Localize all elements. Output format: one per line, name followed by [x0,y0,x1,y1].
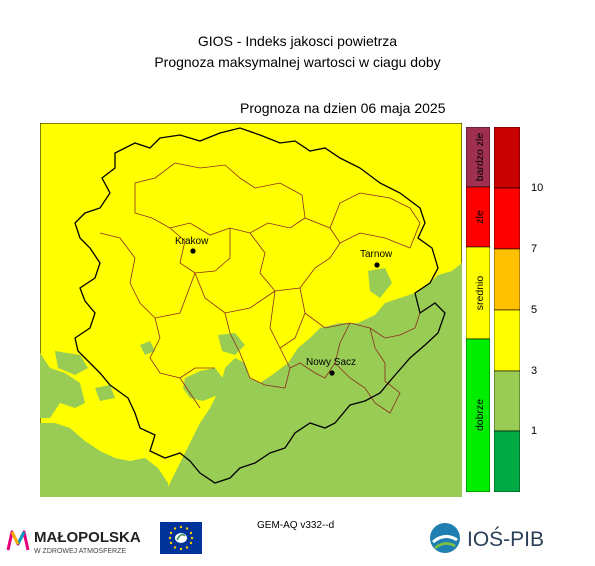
category-label-zle: zle [474,210,486,224]
good-zone-small [140,341,155,355]
chart-subtitle: Prognoza maksymalnej wartosci w ciagu do… [154,54,441,70]
ios-pib-logo: IOŚ-PIB [430,523,544,553]
chart-title: GIOS - Indeks jakosci powietrza [197,33,398,49]
good-zone-west [40,353,85,418]
model-version: GEM-AQ v332--d [257,520,335,531]
city-label-tarnow: Tarnow [360,249,393,260]
malopolska-wordmark: MAŁOPOLSKA [34,529,141,546]
color-scale [494,127,520,492]
scale-tick-7: 7 [531,243,538,255]
good-zone-center [183,368,225,401]
scale-tick-5: 5 [531,304,538,316]
voivodeship-border [74,127,446,484]
scale-tick-1: 1 [531,425,538,437]
category-dobrze [466,338,490,492]
ios-pib-wordmark: IOŚ-PIB [467,527,544,551]
scale-band-6 [494,127,520,189]
good-zone-small2 [95,385,115,401]
scale-tick-3: 3 [531,365,538,377]
scale-band-2 [494,370,520,432]
category-label-srednio: srednio [474,276,486,311]
scale-band-1 [494,430,520,492]
category-legend: bardzo zle zle srednio dobrze [466,127,490,492]
good-zone-southeast [165,263,462,497]
city-label-krakow: Krakow [175,236,209,247]
scale-band-4 [494,248,520,311]
category-bardzo-zle [466,127,490,188]
eu-life-logo [160,522,202,554]
malopolska-logo: MAŁOPOLSKA W ZDROWEJ ATMOSFERZE [6,529,141,555]
city-marker-tarnow [374,262,380,268]
malopolska-tagline: W ZDROWEJ ATMOSFERZE [34,548,126,555]
district-borders [99,162,436,414]
good-zone-tarnow [368,268,392,298]
scale-tick-10: 10 [531,182,544,194]
good-zone-southwest [40,423,170,497]
city-marker-krakow [190,248,196,254]
forecast-map: Krakow Tarnow Nowy Sacz [40,123,462,497]
category-label-bardzo-zle: bardzo zle [474,133,486,182]
category-zle [466,186,490,248]
category-label-dobrze: dobrze [474,399,486,431]
forecast-date: Prognoza na dzien 06 maja 2025 [240,100,446,116]
scale-band-3 [494,309,520,372]
good-zone-left [55,351,88,375]
city-label-nowy-sacz: Nowy Sacz [306,357,356,368]
city-markers: Krakow Tarnow Nowy Sacz [175,236,393,376]
city-marker-nowy-sacz [329,370,335,376]
good-air-zones [40,263,462,497]
scale-band-5 [494,187,520,250]
